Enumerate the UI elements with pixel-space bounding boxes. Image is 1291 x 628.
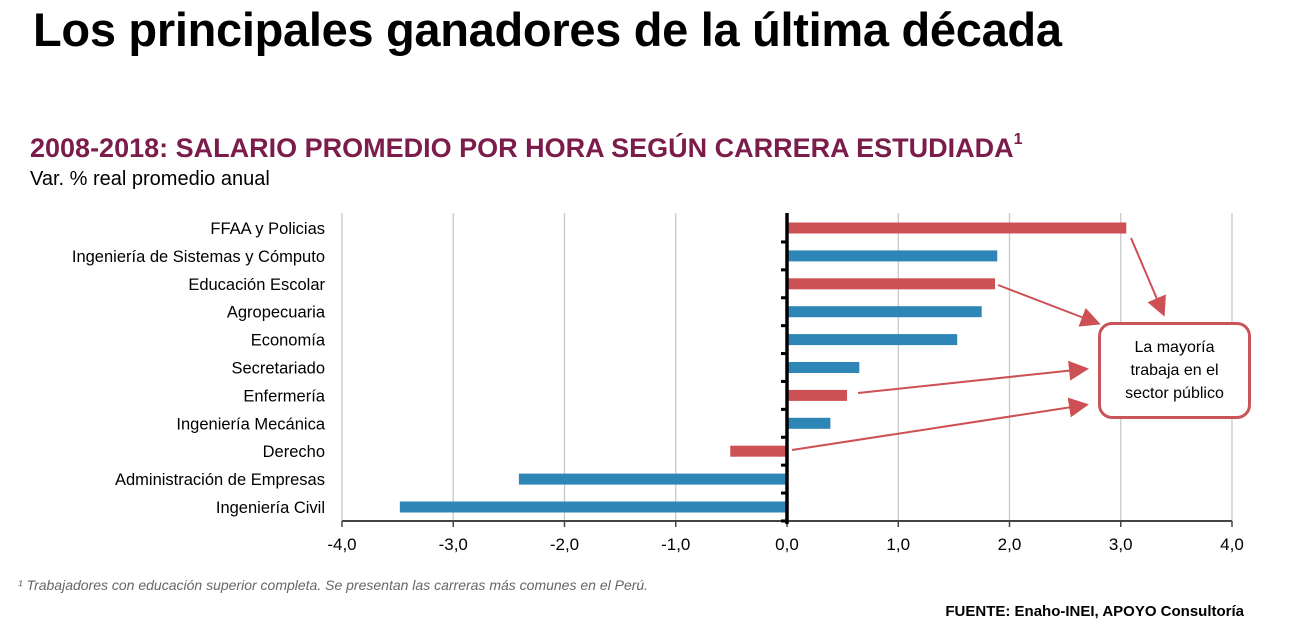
subtitle-text: 2008-2018: SALARIO PROMEDIO POR HORA SEG… (30, 133, 1014, 163)
category-label: Ingeniería Civil (216, 499, 325, 517)
annotation-arrow (1130, 237, 1166, 317)
annotation-arrow (857, 360, 1089, 394)
callout-box: La mayoría trabaja en el sector público (1098, 322, 1251, 419)
category-label: Secretariado (231, 360, 325, 378)
x-tick-label: 2,0 (998, 535, 1022, 554)
x-tick-label: -1,0 (661, 535, 690, 554)
annotation-arrow (997, 284, 1101, 327)
category-label: Enfermería (243, 387, 325, 405)
x-tick-label: -3,0 (439, 535, 468, 554)
category-label: Educación Escolar (188, 276, 325, 294)
footnote: ¹ Trabajadores con educación superior co… (18, 577, 649, 593)
footnote-mark: 1 (1013, 131, 1023, 148)
x-tick-label: 3,0 (1109, 535, 1133, 554)
category-label: Administración de Empresas (115, 471, 325, 489)
bar (787, 306, 982, 318)
bar (787, 417, 831, 429)
bar (787, 278, 996, 290)
bar (518, 473, 787, 485)
bar (787, 222, 1127, 234)
category-label: FFAA y Policias (210, 220, 325, 238)
annotation-arrow (791, 397, 1089, 451)
callout-line: sector público (1125, 385, 1224, 402)
callout-line: La mayoría (1134, 339, 1215, 356)
bar (787, 334, 958, 346)
x-tick-label: 4,0 (1220, 535, 1244, 554)
bar (787, 389, 848, 401)
unit-label: Var. % real promedio anual (30, 168, 270, 190)
category-label: Ingeniería Mecánica (176, 415, 325, 433)
category-label: Ingeniería de Sistemas y Cómputo (72, 248, 325, 266)
x-tick-label: -2,0 (550, 535, 579, 554)
category-label: Agropecuaria (227, 304, 326, 322)
bar (787, 362, 860, 373)
x-tick-label: 1,0 (886, 535, 910, 554)
chart-subtitle: 2008-2018: SALARIO PROMEDIO POR HORA SEG… (30, 131, 1023, 164)
category-label: Economía (251, 332, 326, 350)
x-tick-label: 0,0 (775, 535, 799, 554)
x-tick-label: -4,0 (327, 535, 356, 554)
page-title: Los principales ganadores de la última d… (33, 3, 1062, 56)
callout-line: trabaja en el (1130, 362, 1219, 379)
source-note: FUENTE: Enaho-INEI, APOYO Consultoría (945, 603, 1244, 620)
category-label: Derecho (263, 443, 325, 461)
bar (399, 501, 787, 513)
bar (787, 250, 998, 262)
bar (730, 445, 787, 457)
